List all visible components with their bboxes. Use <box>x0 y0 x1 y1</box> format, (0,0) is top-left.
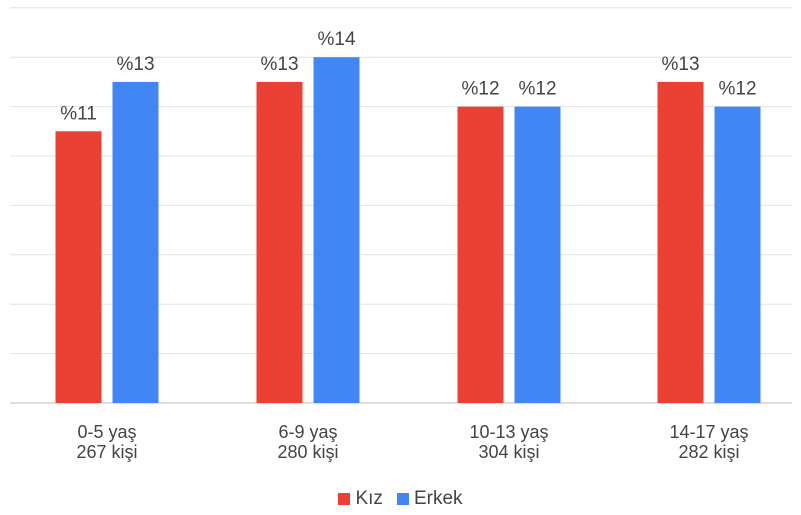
data-label-kız-2: %12 <box>461 79 499 100</box>
bars <box>55 57 761 404</box>
bar-kız-2 <box>457 106 504 403</box>
legend-label-kiz: Kız <box>355 488 383 509</box>
x-tick-label-1-0: 6-9 yaş <box>278 422 337 442</box>
legend-item-erkek: Erkek <box>396 488 463 510</box>
x-tick-label-1-1: 280 kişi <box>277 442 338 462</box>
legend-label-erkek: Erkek <box>413 488 463 509</box>
data-label-kız-1: %13 <box>260 54 298 75</box>
legend-swatch-erkek <box>396 493 409 505</box>
x-tick-label-0-0: 0-5 yaş <box>77 422 136 442</box>
x-tick-label-2-0: 10-13 yaş <box>469 422 548 442</box>
bar-erkek-1 <box>313 57 360 403</box>
data-label-erkek-3: %12 <box>718 79 756 100</box>
legend: Kız Erkek <box>0 488 801 510</box>
x-tick-label-2-1: 304 kişi <box>478 442 539 462</box>
legend-item-kiz: Kız <box>338 488 383 510</box>
data-label-erkek-0: %13 <box>116 54 154 75</box>
data-label-kız-0: %11 <box>60 103 97 124</box>
data-label-erkek-1: %14 <box>317 29 355 50</box>
data-label-erkek-2: %12 <box>518 79 556 100</box>
bar-kız-0 <box>55 131 102 404</box>
bar-erkek-2 <box>514 106 561 403</box>
legend-swatch-kiz <box>338 493 351 505</box>
x-tick-label-3-1: 282 kişi <box>678 442 739 462</box>
data-labels: %11 %13 %13 %14 %12 %12 %13 %12 <box>60 29 756 124</box>
data-label-kız-3: %13 <box>661 54 699 75</box>
bar-kız-3 <box>657 81 704 404</box>
bar-erkek-3 <box>714 106 761 403</box>
bar-kız-1 <box>256 81 303 404</box>
bar-erkek-0 <box>112 81 159 404</box>
x-tick-label-0-1: 267 kişi <box>76 442 137 462</box>
x-tick-label-3-0: 14-17 yaş <box>669 422 748 442</box>
